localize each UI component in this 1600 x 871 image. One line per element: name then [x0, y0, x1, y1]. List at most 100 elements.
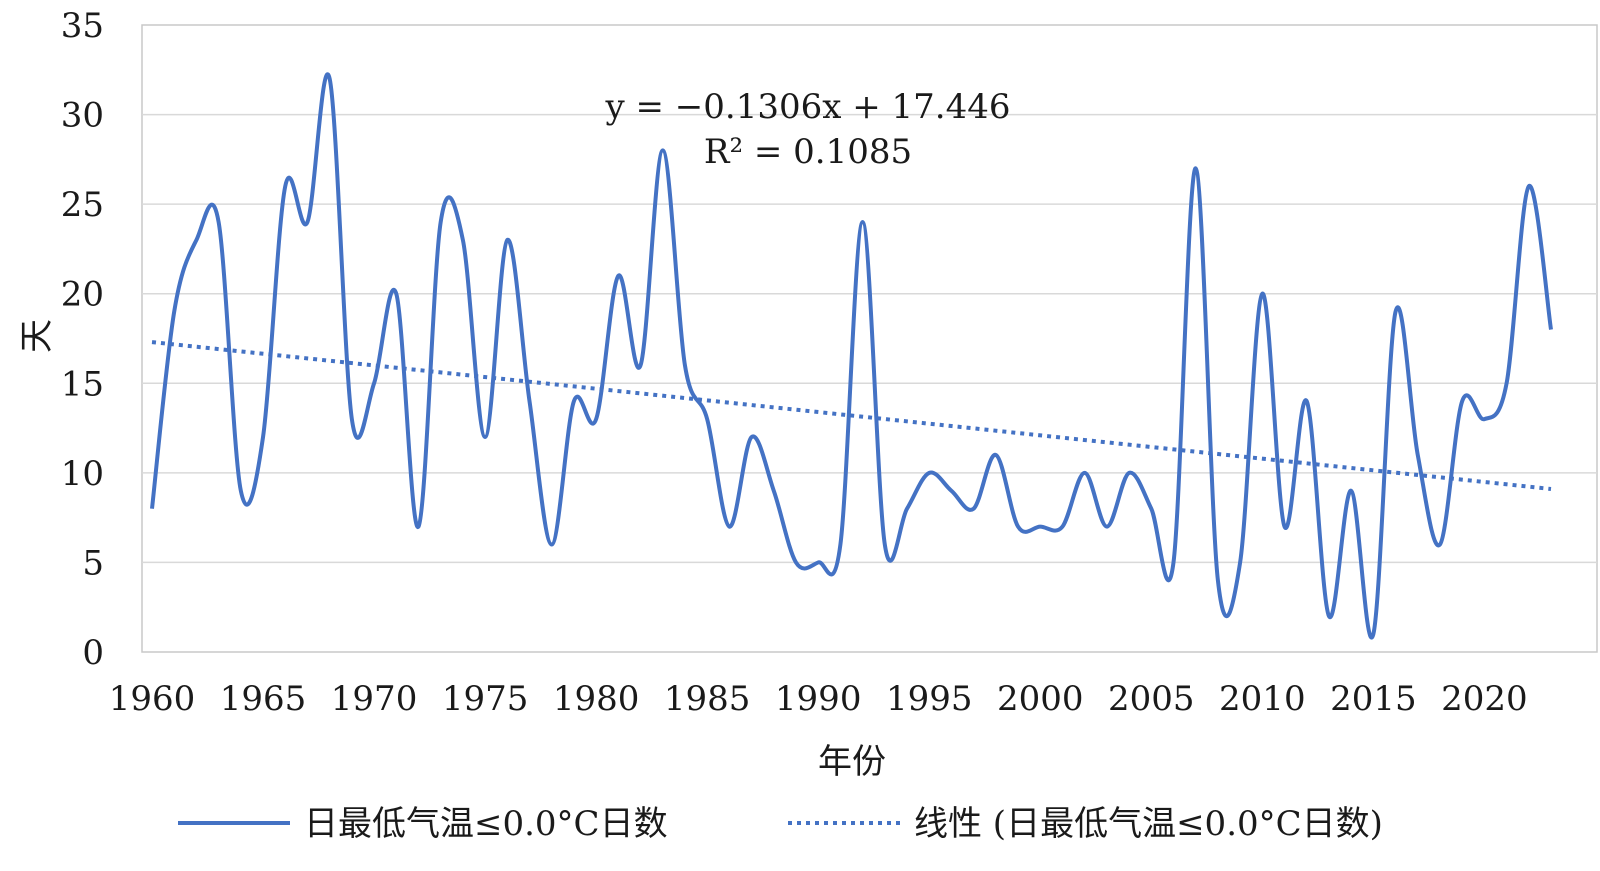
data-point-2017 — [1416, 453, 1420, 457]
legend: 日最低气温≤0.0°C日数 线性 (日最低气温≤0.0°C日数) — [178, 804, 1383, 844]
x-axis-title: 年份 — [818, 742, 886, 782]
trend-line — [151, 340, 1552, 491]
data-point-1992 — [861, 220, 865, 224]
y-tick-label: 15 — [61, 364, 104, 404]
y-tick-label: 35 — [61, 6, 104, 46]
data-point-1965 — [261, 435, 265, 439]
trend-equation: y = −0.1306x + 17.446 — [604, 87, 1010, 127]
y-tick-label: 0 — [82, 633, 104, 673]
data-point-1964 — [239, 489, 243, 493]
data-point-1987 — [750, 435, 754, 439]
data-point-1988 — [772, 489, 776, 493]
data-point-2009 — [1238, 560, 1242, 564]
data-point-1978 — [550, 543, 554, 547]
data-point-1966 — [283, 184, 287, 188]
plot-area-border — [141, 24, 1598, 653]
data-point-1977 — [528, 399, 532, 403]
data-point-2015 — [1371, 632, 1375, 636]
x-tick-label: 2015 — [1330, 679, 1417, 719]
data-point-1973 — [439, 220, 443, 224]
data-point-2003 — [1105, 525, 1109, 529]
data-point-1996 — [949, 489, 953, 493]
y-tick-label: 30 — [61, 96, 104, 136]
data-point-1990 — [816, 560, 820, 564]
data-point-1968 — [328, 77, 332, 81]
data-point-2019 — [1460, 399, 1464, 403]
data-point-2000 — [1038, 525, 1042, 529]
data-point-2023 — [1549, 328, 1553, 332]
x-tick-label: 1990 — [775, 679, 862, 719]
legend-label-trend: 线性 (日最低气温≤0.0°C日数) — [914, 804, 1383, 844]
data-point-2008 — [1216, 578, 1220, 582]
data-point-1984 — [683, 363, 687, 367]
data-point-1986 — [727, 525, 731, 529]
data-point-1999 — [1016, 525, 1020, 529]
data-point-1971 — [394, 292, 398, 296]
data-point-1963 — [217, 220, 221, 224]
x-tick-label: 1960 — [109, 679, 196, 719]
data-point-1979 — [572, 399, 576, 403]
data-point-2010 — [1260, 292, 1264, 296]
data-point-1998 — [994, 453, 998, 457]
data-point-1969 — [350, 417, 354, 421]
data-point-1995 — [927, 471, 931, 475]
data-point-1962 — [194, 238, 198, 242]
x-tick-label: 1975 — [442, 679, 529, 719]
series — [150, 72, 1553, 640]
y-tick-label: 25 — [61, 185, 104, 225]
data-point-2002 — [1083, 471, 1087, 475]
y-axis-ticks: 0 5 10 15 20 25 30 35 — [61, 6, 104, 673]
x-tick-label: 2020 — [1441, 679, 1528, 719]
x-tick-label: 1980 — [553, 679, 640, 719]
data-point-1989 — [794, 560, 798, 564]
data-point-2011 — [1283, 525, 1287, 529]
x-tick-label: 2000 — [997, 679, 1084, 719]
r-squared-label: R² = 0.1085 — [704, 132, 912, 172]
data-point-1961 — [172, 310, 176, 314]
data-point-1991 — [838, 543, 842, 547]
x-tick-label: 2010 — [1219, 679, 1306, 719]
data-point-1970 — [372, 381, 376, 385]
y-tick-label: 10 — [61, 454, 104, 494]
data-point-2012 — [1305, 399, 1309, 403]
data-point-1976 — [505, 238, 509, 242]
data-point-1993 — [883, 543, 887, 547]
data-point-2013 — [1327, 614, 1331, 618]
data-point-1967 — [305, 220, 309, 224]
data-point-2022 — [1527, 184, 1531, 188]
y-tick-label: 20 — [61, 275, 104, 315]
data-point-2018 — [1438, 543, 1442, 547]
data-point-1994 — [905, 507, 909, 511]
x-tick-label: 1965 — [220, 679, 307, 719]
data-point-1983 — [661, 148, 665, 152]
data-point-2001 — [1060, 525, 1064, 529]
data-point-2016 — [1394, 310, 1398, 314]
x-tick-label: 1985 — [664, 679, 751, 719]
y-axis-title: 天 — [17, 319, 57, 353]
data-point-2021 — [1505, 381, 1509, 385]
x-tick-label: 1995 — [886, 679, 973, 719]
data-point-1997 — [972, 507, 976, 511]
data-point-1985 — [705, 417, 709, 421]
data-point-2005 — [1149, 507, 1153, 511]
data-point-1981 — [616, 274, 620, 278]
y-tick-label: 5 — [82, 543, 104, 583]
legend-label-series: 日最低气温≤0.0°C日数 — [304, 804, 668, 844]
data-point-1972 — [416, 525, 420, 529]
x-tick-label: 2005 — [1108, 679, 1195, 719]
data-point-2004 — [1127, 471, 1131, 475]
x-tick-label: 1970 — [331, 679, 418, 719]
data-point-2006 — [1171, 560, 1175, 564]
data-point-1982 — [639, 363, 643, 367]
data-point-2007 — [1194, 166, 1198, 170]
gridlines — [142, 113, 1597, 564]
data-point-1974 — [461, 238, 465, 242]
data-point-2014 — [1349, 489, 1353, 493]
data-point-1975 — [483, 435, 487, 439]
series-line-days — [150, 72, 1553, 640]
data-point-1960 — [150, 507, 154, 511]
x-axis-ticks: 1960 1965 1970 1975 1980 1985 1990 1995 2000 2005… — [109, 679, 1528, 719]
data-point-1980 — [594, 417, 598, 421]
data-point-2020 — [1482, 417, 1486, 421]
